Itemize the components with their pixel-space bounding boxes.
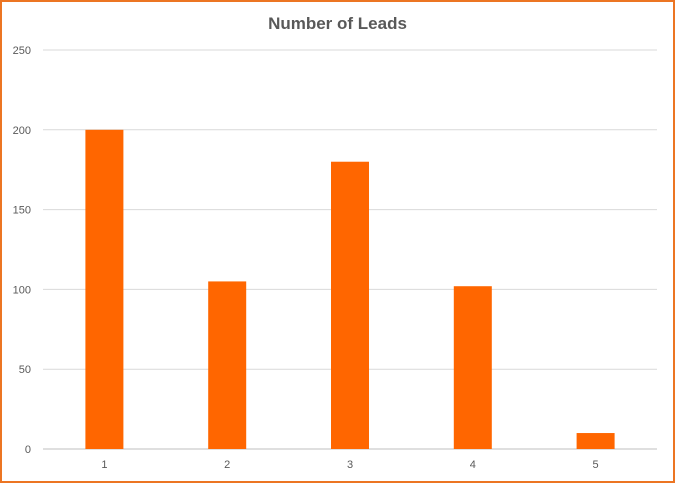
bar-2	[208, 281, 247, 449]
x-axis-ticks: 1 2 3 4 5	[101, 459, 598, 471]
y-tick-label: 0	[25, 444, 31, 456]
y-tick-label: 250	[13, 45, 31, 57]
x-tick-label: 5	[593, 459, 599, 471]
bar-3	[331, 161, 369, 449]
chart-title: Number of Leads	[268, 14, 407, 33]
y-tick-label: 200	[13, 125, 31, 137]
x-tick-label: 4	[470, 459, 476, 471]
x-tick-label: 1	[101, 459, 107, 471]
y-axis-ticks: 0 50 100 150 200 250	[13, 45, 31, 456]
bar-1	[85, 129, 124, 450]
x-tick-label: 3	[347, 459, 353, 471]
bars	[85, 129, 615, 450]
y-tick-label: 100	[13, 284, 31, 296]
y-tick-label: 50	[19, 364, 31, 376]
bar-4	[453, 286, 492, 449]
bar-5	[576, 433, 615, 449]
y-tick-label: 150	[13, 205, 31, 217]
x-tick-label: 2	[224, 459, 230, 471]
